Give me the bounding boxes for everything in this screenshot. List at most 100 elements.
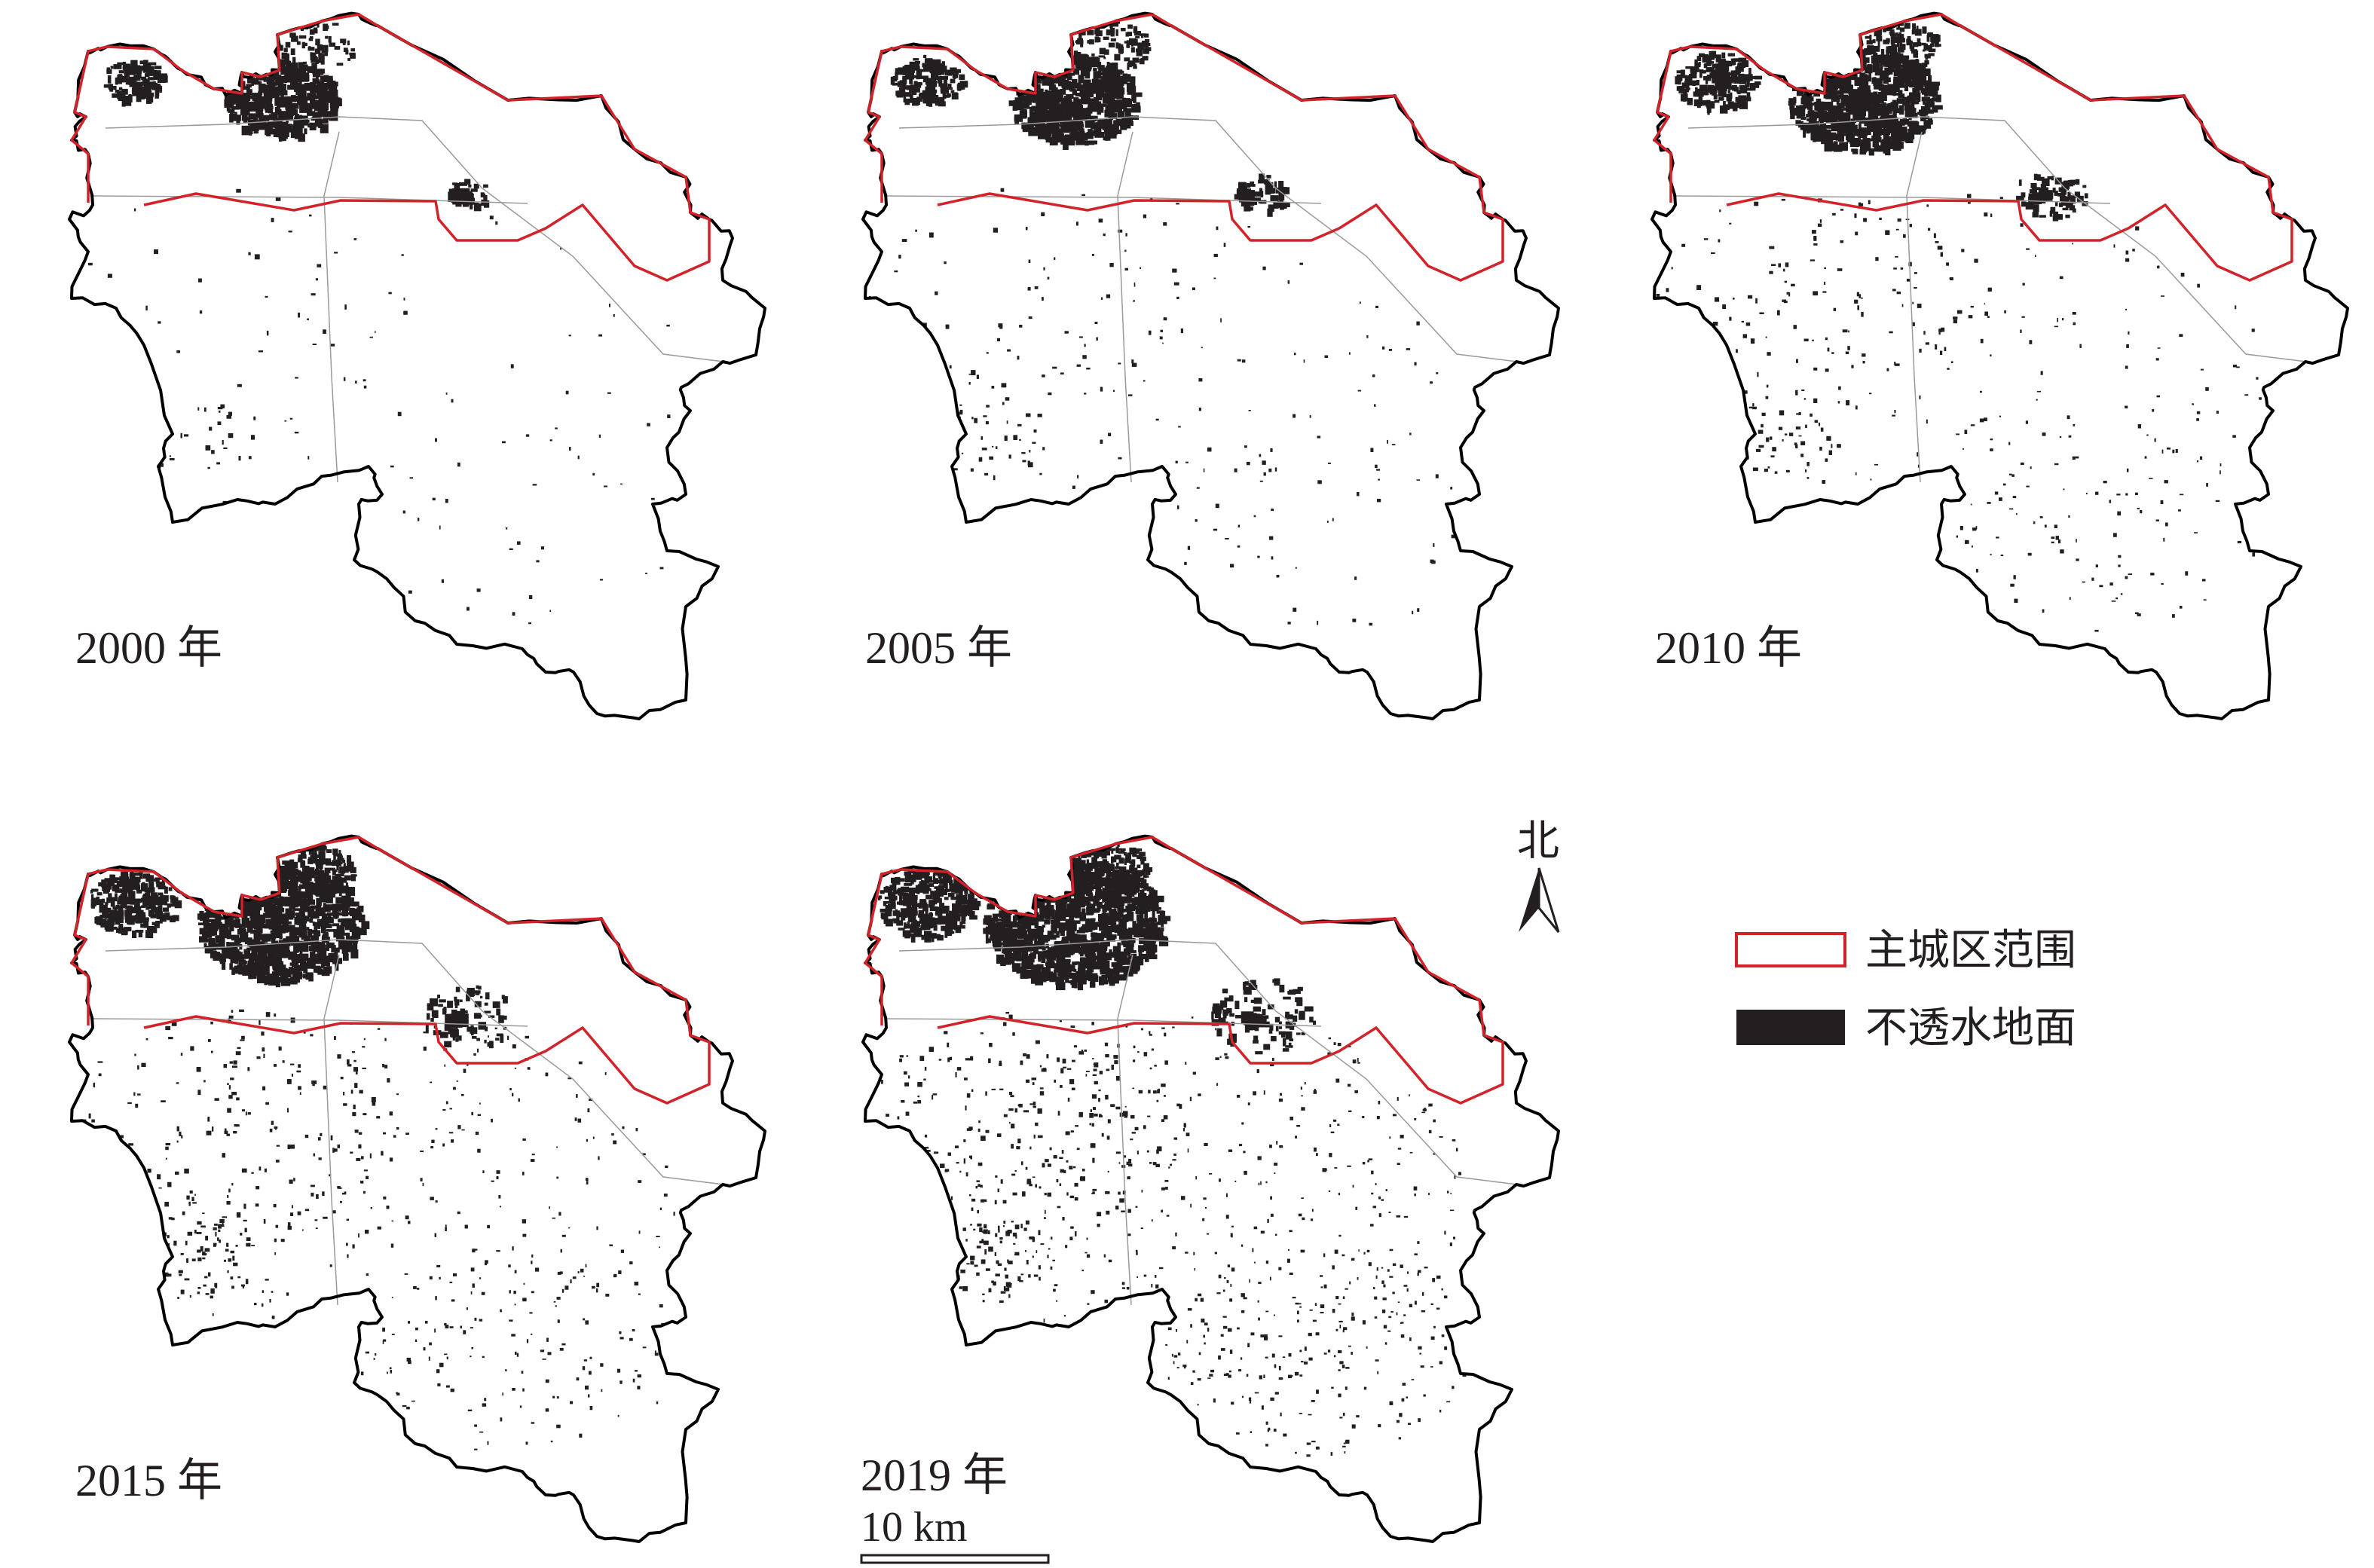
impervious-patch <box>136 81 143 90</box>
impervious-patch <box>129 94 132 98</box>
impervious-patch <box>1758 429 1764 434</box>
road-line <box>105 116 724 362</box>
impervious-patch <box>2020 462 2024 466</box>
impervious-patch <box>1100 93 1109 97</box>
impervious-patch <box>296 879 301 882</box>
impervious-patch <box>189 1191 193 1194</box>
impervious-patch <box>1836 95 1840 105</box>
impervious-patch <box>136 889 142 894</box>
impervious-patch <box>1858 202 1862 207</box>
impervious-patch <box>1810 63 1819 68</box>
impervious-patch <box>1871 119 1875 124</box>
impervious-patch <box>347 40 350 46</box>
impervious-patch <box>236 121 240 125</box>
impervious-patch <box>290 1212 294 1216</box>
impervious-patch <box>243 953 252 959</box>
impervious-patch <box>354 927 361 933</box>
impervious-patch <box>1740 412 1743 415</box>
impervious-patch <box>319 893 327 903</box>
impervious-patch <box>149 69 157 76</box>
impervious-patch <box>447 1001 454 1008</box>
impervious-patch <box>1796 90 1804 96</box>
impervious-patch <box>220 883 230 892</box>
impervious-patch <box>1823 64 1831 71</box>
impervious-patch <box>938 82 943 87</box>
impervious-patch <box>1880 140 1885 147</box>
impervious-patch <box>263 85 273 94</box>
impervious-patch <box>148 901 156 909</box>
impervious-patch <box>264 879 268 889</box>
impervious-patch <box>1113 120 1118 125</box>
impervious-patch <box>307 859 313 864</box>
impervious-patch <box>1056 135 1065 143</box>
impervious-patch <box>363 1113 367 1116</box>
impervious-patch <box>249 873 255 882</box>
impervious-patch <box>1883 127 1886 137</box>
impervious-patch <box>1921 42 1926 46</box>
impervious-patch <box>1953 319 1957 324</box>
impervious-patch <box>247 870 257 878</box>
impervious-patch <box>1917 452 1919 457</box>
impervious-patch <box>109 883 112 890</box>
impervious-patch <box>279 866 289 874</box>
impervious-patch <box>254 937 261 945</box>
impervious-patch <box>336 925 341 932</box>
impervious-patch <box>246 876 253 882</box>
impervious-patch <box>133 74 139 81</box>
impervious-patch <box>145 891 151 900</box>
impervious-patch <box>1032 442 1036 444</box>
impervious-patch <box>291 35 298 42</box>
impervious-patch <box>104 914 109 919</box>
impervious-patch <box>332 869 336 876</box>
impervious-patch <box>1268 536 1274 540</box>
impervious-patch <box>1707 106 1710 115</box>
impervious-patch <box>1237 545 1241 548</box>
impervious-patch <box>1706 55 1712 63</box>
impervious-patch <box>1676 70 1683 74</box>
impervious-patch <box>286 910 295 918</box>
impervious-patch <box>230 101 234 109</box>
impervious-patch <box>1108 113 1112 118</box>
impervious-patch <box>1904 105 1908 111</box>
impervious-patch <box>300 874 304 879</box>
impervious-surface-layer <box>869 20 1464 626</box>
impervious-patch <box>251 82 254 86</box>
impervious-patch <box>1084 393 1087 395</box>
impervious-patch <box>1063 102 1073 112</box>
impervious-patch <box>1073 68 1080 75</box>
impervious-patch <box>1931 34 1939 41</box>
impervious-patch <box>971 417 974 420</box>
impervious-patch <box>1901 71 1905 78</box>
impervious-patch <box>1729 316 1732 321</box>
impervious-patch <box>938 101 946 107</box>
impervious-patch <box>228 919 236 925</box>
impervious-patch <box>243 888 249 894</box>
impervious-patch <box>1912 42 1919 47</box>
impervious-patch <box>984 472 989 476</box>
impervious-patch <box>1764 469 1768 472</box>
impervious-patch <box>1725 81 1732 90</box>
impervious-patch <box>314 119 323 127</box>
impervious-patch <box>1045 125 1051 133</box>
impervious-patch <box>321 46 326 54</box>
impervious-patch <box>1847 52 1857 61</box>
impervious-patch <box>1707 84 1715 93</box>
impervious-patch <box>1042 76 1050 86</box>
impervious-patch <box>466 995 470 1001</box>
impervious-patch <box>261 1032 265 1036</box>
impervious-patch <box>268 121 276 127</box>
impervious-patch <box>445 1024 450 1031</box>
impervious-patch <box>165 1025 171 1031</box>
impervious-patch <box>298 1064 301 1068</box>
impervious-patch <box>305 105 313 112</box>
impervious-patch <box>295 126 303 134</box>
impervious-patch <box>1271 556 1274 560</box>
impervious-patch <box>1369 622 1372 626</box>
impervious-patch <box>295 96 304 102</box>
impervious-patch <box>1825 60 1828 67</box>
impervious-patch <box>470 188 478 192</box>
impervious-patch <box>317 1137 321 1141</box>
impervious-patch <box>1675 76 1680 84</box>
impervious-patch <box>1812 339 1814 341</box>
impervious-patch <box>944 261 947 264</box>
